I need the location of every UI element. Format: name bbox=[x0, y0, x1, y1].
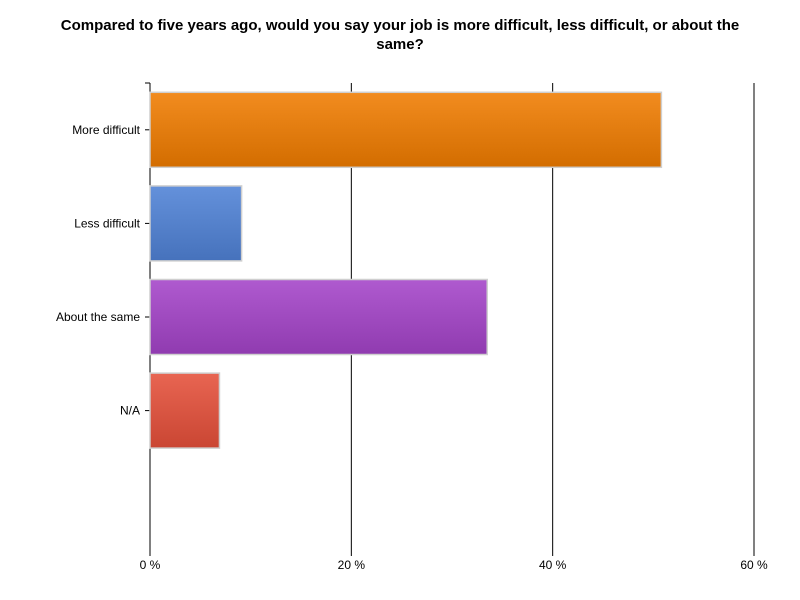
category-label: More difficult bbox=[72, 123, 140, 137]
x-tick-label: 20 % bbox=[338, 558, 366, 572]
bar-less-difficult bbox=[149, 185, 243, 262]
bar-n-a bbox=[149, 372, 221, 449]
bar-more-difficult bbox=[149, 91, 663, 169]
labels: 0 % 20 % 40 % 60 % More difficult Less diffic… bbox=[56, 123, 768, 572]
category-label: About the same bbox=[56, 310, 140, 324]
x-tick-label: 0 % bbox=[140, 558, 161, 572]
category-label: Less difficult bbox=[74, 216, 140, 230]
bars bbox=[149, 91, 663, 449]
x-tick-label: 40 % bbox=[539, 558, 567, 572]
category-label: N/A bbox=[120, 404, 140, 418]
bar-about-the-same bbox=[149, 278, 488, 356]
x-tick-label: 60 % bbox=[740, 558, 768, 572]
chart-title: Compared to five years ago, would you sa… bbox=[60, 17, 740, 53]
